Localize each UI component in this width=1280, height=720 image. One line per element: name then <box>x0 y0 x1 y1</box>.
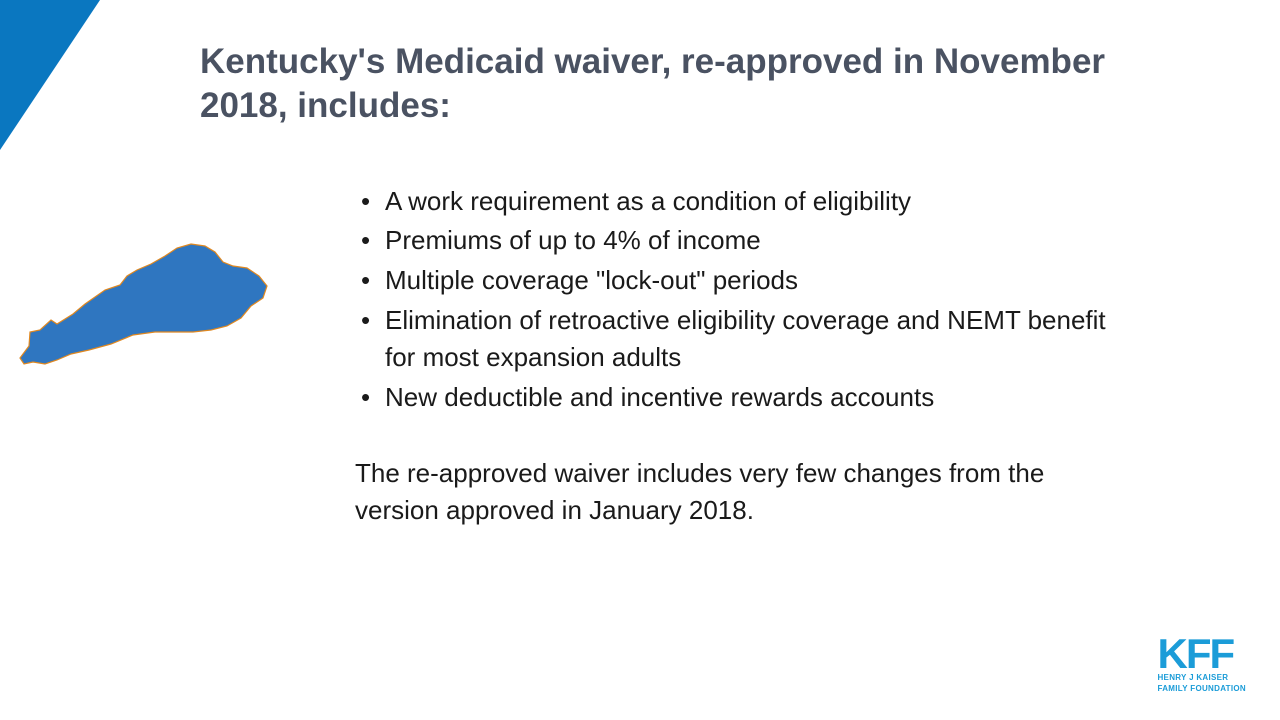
kentucky-shape-icon <box>15 240 275 375</box>
bullet-item: Elimination of retroactive eligibility c… <box>355 302 1115 377</box>
corner-accent-triangle <box>0 0 100 150</box>
bullet-item: Premiums of up to 4% of income <box>355 222 1115 260</box>
kff-logo: KFF HENRY J KAISER FAMILY FOUNDATION <box>1157 635 1246 694</box>
bullet-item: A work requirement as a condition of eli… <box>355 183 1115 221</box>
bullet-item: New deductible and incentive rewards acc… <box>355 379 1115 417</box>
bullet-item: Multiple coverage "lock-out" periods <box>355 262 1115 300</box>
logo-main-text: KFF <box>1157 635 1246 673</box>
slide-content: Kentucky's Medicaid waiver, re-approved … <box>200 40 1200 530</box>
logo-sub-line2: FAMILY FOUNDATION <box>1157 685 1246 694</box>
bullets-container: A work requirement as a condition of eli… <box>355 183 1115 531</box>
body-area: A work requirement as a condition of eli… <box>200 183 1200 531</box>
closing-paragraph: The re-approved waiver includes very few… <box>355 455 1115 530</box>
slide-title: Kentucky's Medicaid waiver, re-approved … <box>200 40 1200 128</box>
bullet-list: A work requirement as a condition of eli… <box>355 183 1115 417</box>
